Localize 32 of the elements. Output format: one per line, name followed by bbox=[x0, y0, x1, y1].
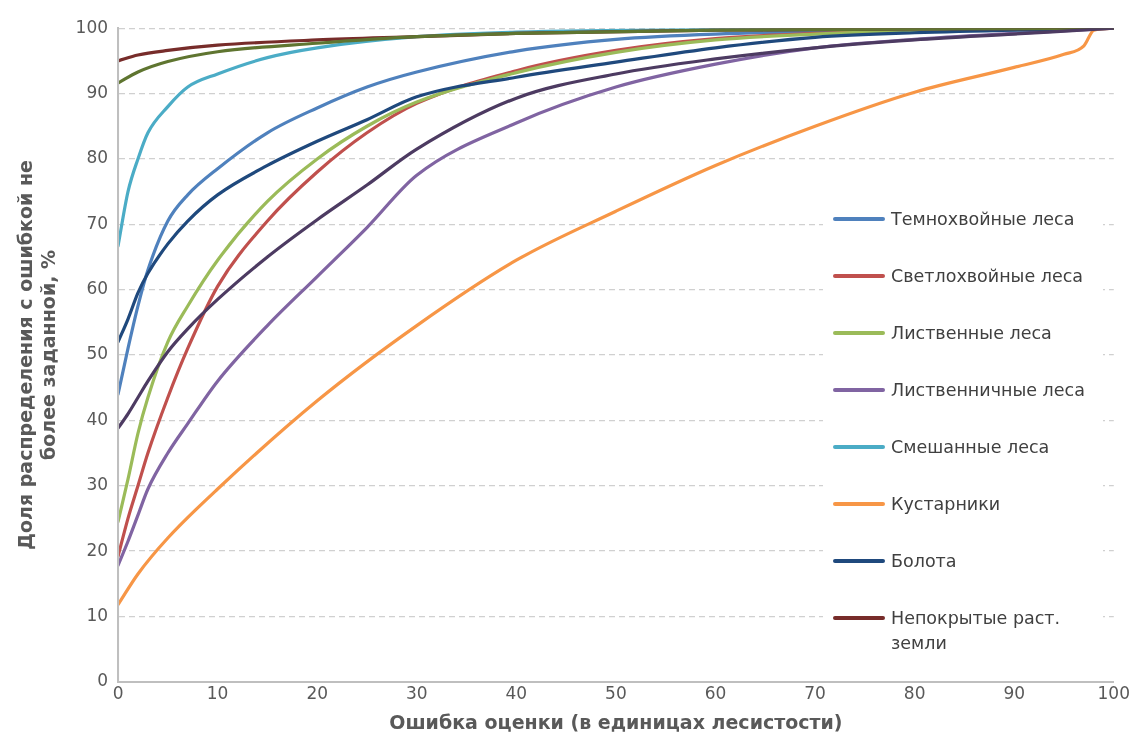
legend-label: Кустарники bbox=[891, 493, 1001, 516]
x-tick-label: 90 bbox=[1003, 683, 1026, 704]
y-tick-label: 10 bbox=[86, 604, 109, 625]
x-tick-label: 30 bbox=[405, 683, 428, 704]
legend-label: Непокрытые раст. земли bbox=[891, 607, 1062, 655]
x-tick-label: 70 bbox=[804, 683, 826, 704]
legend-label: Смешанные леса bbox=[891, 436, 1050, 459]
y-tick-label: 80 bbox=[86, 147, 109, 168]
y-tick-label: 30 bbox=[86, 474, 109, 495]
y-tick-label: 40 bbox=[86, 408, 109, 429]
y-tick-label: 0 bbox=[97, 670, 109, 691]
y-tick-label: 60 bbox=[86, 278, 109, 299]
x-tick-label: 20 bbox=[306, 683, 329, 704]
x-tick-label: 0 bbox=[112, 683, 124, 704]
y-tick-label: 100 bbox=[75, 16, 109, 37]
legend-label: Темнохвойные леса bbox=[891, 208, 1075, 231]
x-tick-label: 80 bbox=[903, 683, 926, 704]
x-axis-title: Ошибка оценки (в единицах лесистости) bbox=[389, 710, 843, 733]
x-tick-label: 40 bbox=[505, 683, 528, 704]
y-tick-label: 50 bbox=[86, 343, 109, 364]
y-tick-label: 90 bbox=[86, 81, 109, 102]
legend-label: Болота bbox=[891, 550, 957, 573]
x-tick-label: 60 bbox=[704, 683, 727, 704]
legend-label: Лиственные леса bbox=[891, 322, 1052, 345]
y-tick-label: 70 bbox=[86, 212, 109, 233]
x-tick-label: 10 bbox=[206, 683, 229, 704]
y-tick-label: 20 bbox=[86, 539, 109, 560]
x-tick-label: 100 bbox=[1097, 683, 1130, 704]
x-tick-label: 50 bbox=[605, 683, 627, 704]
y-axis-title: Доля распределения с ошибкой не более заданной, % bbox=[14, 160, 60, 550]
legend-label: Лиственничные леса bbox=[891, 379, 1085, 402]
legend-label: Светлохвойные леса bbox=[891, 265, 1084, 288]
